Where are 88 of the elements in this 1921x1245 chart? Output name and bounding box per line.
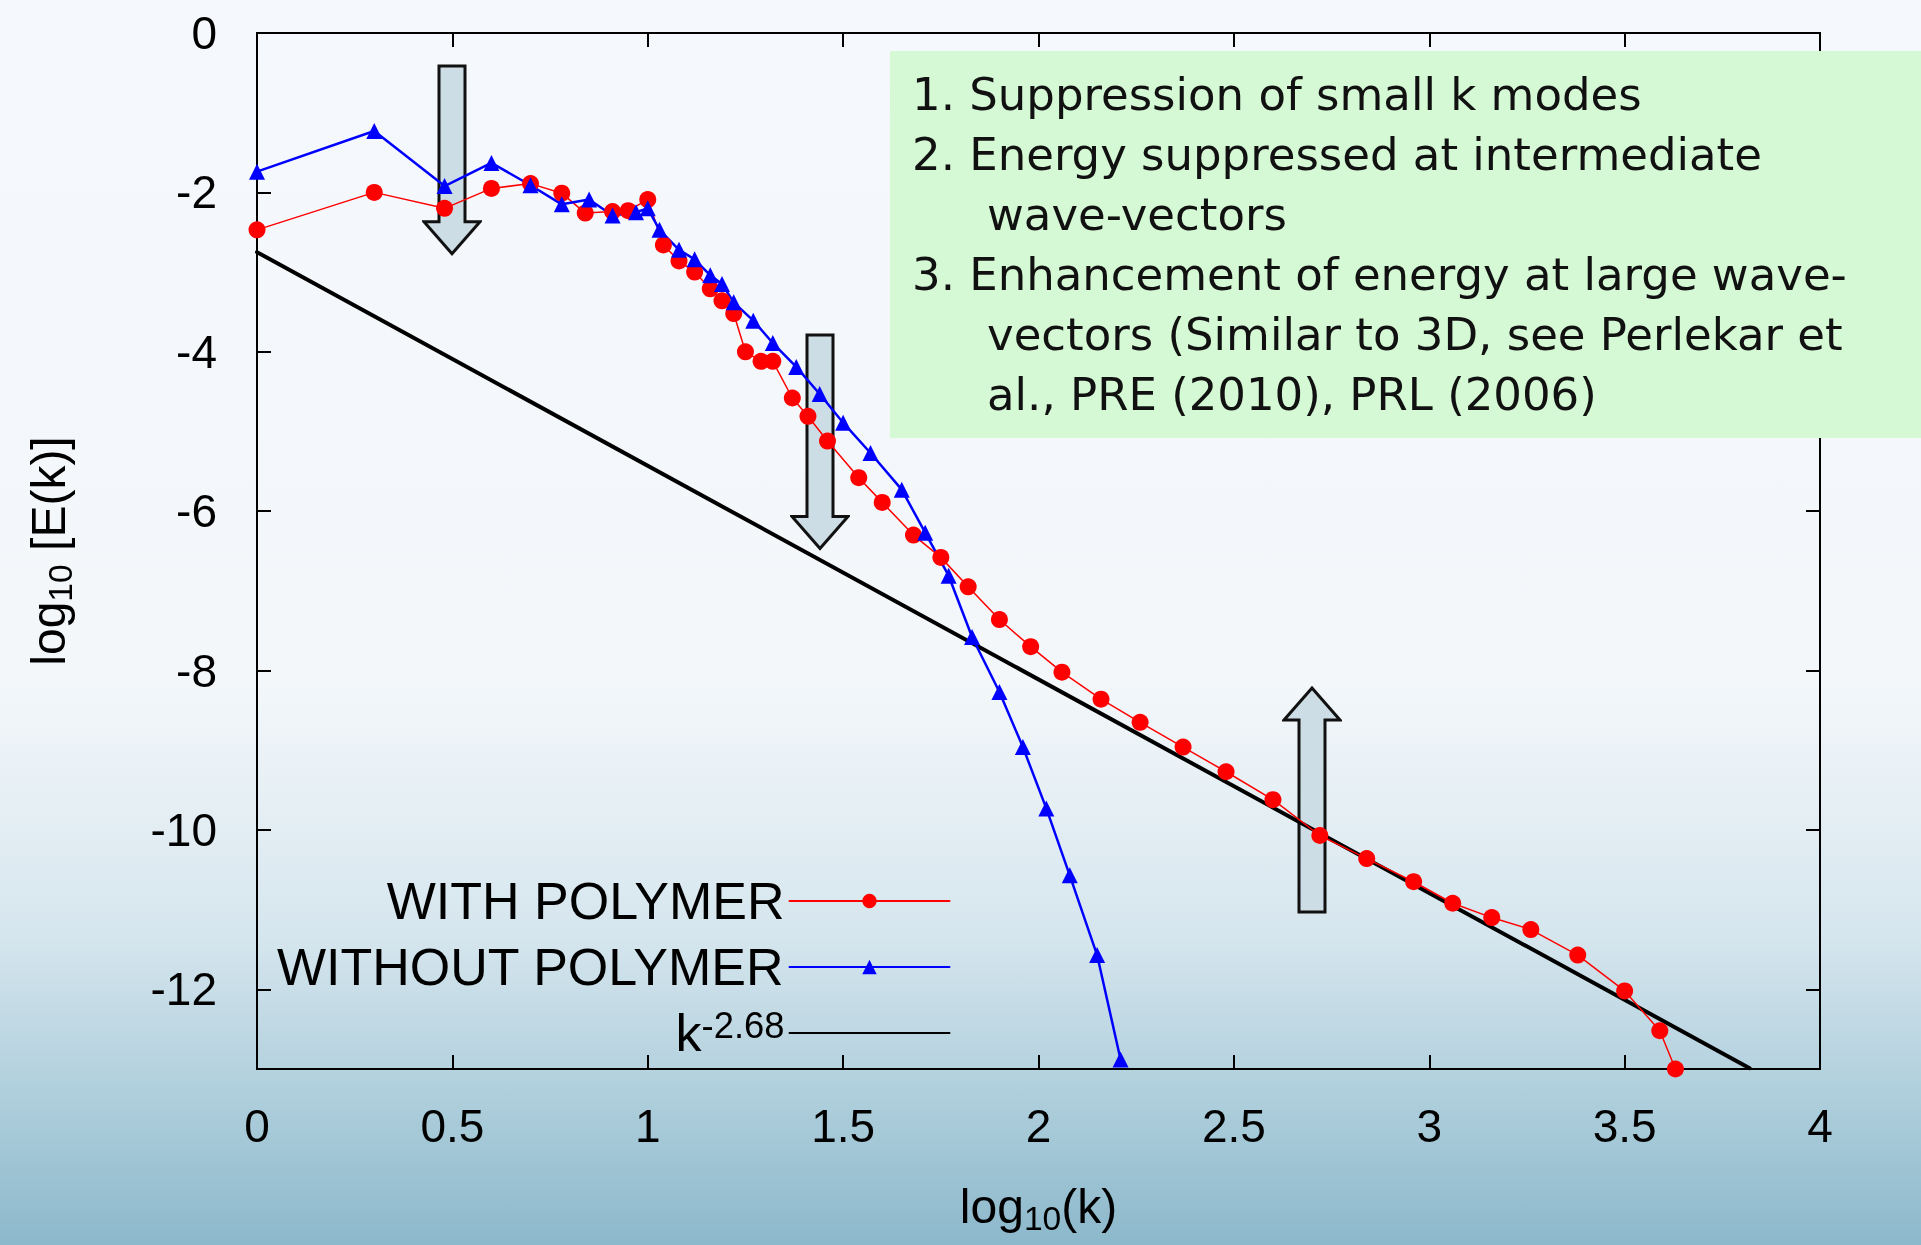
point <box>799 407 817 425</box>
point <box>1651 1022 1669 1040</box>
point <box>764 352 782 370</box>
point <box>811 386 828 403</box>
point <box>745 312 762 329</box>
point <box>654 236 672 254</box>
point <box>1522 921 1540 939</box>
point <box>850 469 868 487</box>
point <box>553 196 570 213</box>
legend-label: WITH POLYMER <box>386 872 785 930</box>
x-tick-label: 3.5 <box>1592 1100 1657 1152</box>
x-tick-label: 1.5 <box>811 1100 876 1152</box>
y-tick-label: -12 <box>150 963 217 1016</box>
point <box>1022 638 1040 656</box>
point <box>788 358 805 375</box>
point <box>1666 1060 1684 1078</box>
x-tick-label: 4 <box>1807 1100 1833 1152</box>
x-tick-label: 3 <box>1416 1100 1443 1152</box>
x-tick-label: 0 <box>244 1100 270 1152</box>
point <box>713 276 730 293</box>
point <box>248 221 266 239</box>
point <box>725 294 742 311</box>
point <box>365 183 383 201</box>
point <box>862 444 879 461</box>
point <box>1483 909 1501 927</box>
point <box>628 204 645 221</box>
point <box>1131 713 1149 731</box>
point <box>1358 850 1376 868</box>
point <box>783 389 801 407</box>
point <box>932 548 950 566</box>
point <box>1616 982 1634 1000</box>
point <box>1217 763 1235 781</box>
point <box>702 267 719 284</box>
point <box>959 578 977 596</box>
point <box>604 207 621 224</box>
point <box>1053 663 1071 681</box>
point <box>1112 1051 1129 1068</box>
point <box>1174 738 1192 756</box>
legend-label: WITHOUT POLYMER <box>277 938 784 996</box>
point <box>1014 739 1031 756</box>
point <box>835 414 852 431</box>
x-tick-label: 1 <box>634 1100 661 1152</box>
point <box>713 292 731 310</box>
x-tick-label: 0.5 <box>420 1100 485 1152</box>
point <box>764 335 781 351</box>
point <box>553 184 571 202</box>
y-tick-label: 0 <box>191 7 217 59</box>
point <box>366 123 383 140</box>
point <box>964 629 981 646</box>
y-tick-label: -10 <box>150 803 217 856</box>
y-tick-label: -2 <box>176 166 217 219</box>
y-axis-title: log10 [E(k)] <box>21 436 79 666</box>
point <box>1061 867 1078 884</box>
point <box>893 481 910 498</box>
point <box>639 200 656 217</box>
point <box>651 221 668 238</box>
y-tick-label: -4 <box>176 325 217 378</box>
point <box>991 684 1008 701</box>
point <box>917 524 934 541</box>
point <box>819 432 836 450</box>
point <box>736 343 754 361</box>
point <box>940 567 957 584</box>
point <box>1405 873 1423 891</box>
y-tick-label: -6 <box>176 485 217 538</box>
annotation: 2. Energy suppressed at intermediate wave-vectors <box>912 127 1763 243</box>
point <box>990 611 1008 629</box>
point <box>482 179 500 197</box>
point <box>483 154 500 171</box>
annotation: 1. Suppression of small k modes <box>912 67 1643 123</box>
y-tick-label: -8 <box>176 644 217 697</box>
point <box>1038 800 1055 817</box>
point <box>436 199 454 217</box>
point <box>1089 947 1106 964</box>
x-tick-label: 2 <box>1025 1100 1052 1152</box>
x-tick-label: 2.5 <box>1201 1100 1266 1152</box>
point <box>1569 946 1587 964</box>
annotation: 3. Enhancement of energy at large wave-vectors (Similar to 3D, see Perlekar et al., PRE (2010), PRL (2006) <box>912 247 1848 423</box>
point <box>904 526 922 544</box>
point <box>1092 690 1110 708</box>
point <box>436 178 453 195</box>
point <box>686 251 703 268</box>
point <box>1264 791 1282 809</box>
point <box>249 163 265 180</box>
point <box>671 241 688 258</box>
point <box>1311 827 1329 844</box>
point <box>581 191 598 208</box>
point <box>873 493 891 511</box>
point <box>1444 894 1462 912</box>
